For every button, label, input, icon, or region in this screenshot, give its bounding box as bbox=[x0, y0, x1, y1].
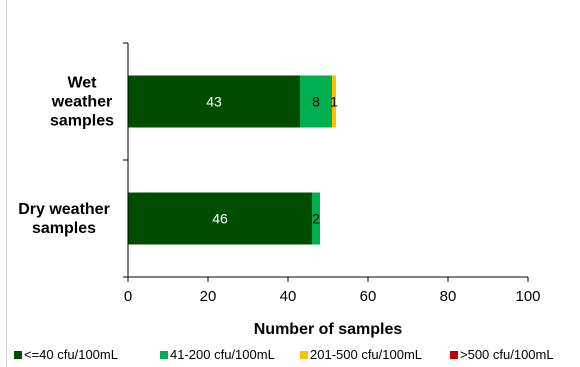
bar-segment bbox=[128, 192, 312, 245]
bar-segment bbox=[312, 192, 320, 245]
x-tick-label: 40 bbox=[280, 288, 297, 305]
x-tick-label: 0 bbox=[124, 288, 132, 305]
legend-label: 201-500 cfu/100mL bbox=[310, 347, 422, 362]
y-axis-ticks bbox=[123, 42, 128, 278]
x-tick-label: 20 bbox=[200, 288, 217, 305]
x-axis-ticks: 0 20 40 60 80 100 bbox=[124, 277, 541, 305]
data-label: 43 bbox=[206, 94, 222, 110]
category-label: Wet weather samples bbox=[50, 75, 114, 130]
legend: <=40 cfu/100mL 41-200 cfu/100mL 201-500 cf… bbox=[14, 347, 554, 362]
data-labels: 43 8 1 46 2 bbox=[206, 94, 338, 227]
bars-group bbox=[128, 75, 336, 245]
legend-label: >500 cfu/100mL bbox=[460, 347, 554, 362]
x-tick-label: 60 bbox=[360, 288, 377, 305]
legend-swatch bbox=[14, 351, 22, 359]
x-tick-label: 80 bbox=[440, 288, 457, 305]
bar-segment bbox=[300, 75, 332, 128]
data-label: 1 bbox=[330, 94, 338, 110]
legend-swatch bbox=[300, 351, 308, 359]
bar-segment bbox=[128, 75, 300, 128]
bar-segment bbox=[332, 75, 336, 128]
legend-swatch bbox=[450, 351, 458, 359]
category-label: Dry weather samples bbox=[18, 201, 110, 237]
category-labels: Wet weather samples Dry weather samples bbox=[18, 75, 114, 238]
data-label: 46 bbox=[212, 211, 228, 227]
x-tick-label: 100 bbox=[515, 288, 540, 305]
x-axis-title: Number of samples bbox=[254, 321, 403, 338]
legend-swatch bbox=[160, 351, 168, 359]
data-label: 2 bbox=[312, 211, 320, 227]
legend-label: <=40 cfu/100mL bbox=[24, 347, 118, 362]
legend-label: 41-200 cfu/100mL bbox=[170, 347, 275, 362]
left-border-line bbox=[6, 0, 7, 367]
data-label: 8 bbox=[312, 94, 320, 110]
